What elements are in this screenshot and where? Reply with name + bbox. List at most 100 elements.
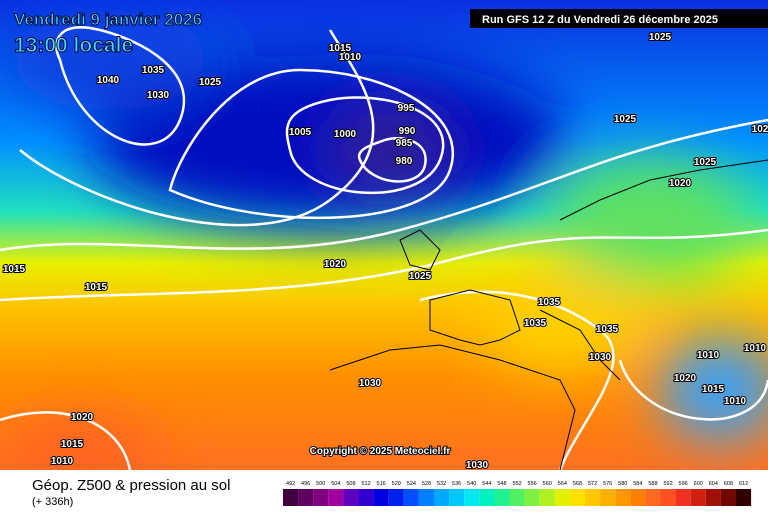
legend-swatch — [358, 489, 374, 506]
isobar-label: 1000 — [334, 129, 357, 140]
legend-label: 508 — [346, 481, 355, 487]
background — [0, 0, 768, 480]
isobar-label: 1025 — [409, 271, 432, 282]
isobar-label: 1010 — [51, 456, 74, 467]
legend-swatch — [434, 489, 450, 506]
isobar-label: 1025 — [199, 77, 222, 88]
legend-swatch — [736, 489, 752, 506]
legend-label: 580 — [618, 481, 627, 487]
legend-swatch — [705, 489, 721, 506]
legend-label: 588 — [648, 481, 657, 487]
legend-swatch — [373, 489, 389, 506]
legend-label: 556 — [528, 481, 537, 487]
isobar-label: 1020 — [669, 178, 692, 189]
isobar-label: 1035 — [524, 318, 547, 329]
legend-swatch — [720, 489, 736, 506]
legend-label: 492 — [286, 481, 295, 487]
isobar-label: 1035 — [596, 324, 619, 335]
legend-swatch — [675, 489, 691, 506]
legend-label: 540 — [467, 481, 476, 487]
isobar-label: 1020 — [324, 259, 347, 270]
isobar-label: 1010 — [744, 343, 767, 354]
run-box — [470, 9, 768, 28]
legend-label: 584 — [633, 481, 642, 487]
legend-label: 608 — [724, 481, 733, 487]
isobar-label: 990 — [399, 126, 416, 137]
isobar-label: 1015 — [3, 264, 26, 275]
legend-label: 592 — [663, 481, 672, 487]
legend-swatch — [615, 489, 631, 506]
isobar-label: 102 — [752, 124, 768, 135]
isobar-label: 980 — [396, 156, 413, 167]
legend-swatch — [509, 489, 525, 506]
legend-swatch — [630, 489, 646, 506]
forecast-date: Vendredi 9 janvier 2026 — [14, 10, 202, 29]
legend-swatch — [600, 489, 616, 506]
legend-label: 552 — [512, 481, 521, 487]
legend-label: 532 — [437, 481, 446, 487]
legend-swatch — [569, 489, 585, 506]
isobar-label: 1030 — [589, 352, 612, 363]
caption-title: Géop. Z500 & pression au sol — [32, 477, 230, 494]
legend-swatch — [554, 489, 570, 506]
legend-swatch — [690, 489, 706, 506]
legend-swatch — [388, 489, 404, 506]
isobar-label: 1010 — [724, 396, 747, 407]
isobar-label: 1015 — [61, 439, 84, 450]
isobar-label: 1030 — [147, 90, 170, 101]
isobar-label: 1020 — [71, 412, 94, 423]
legend-swatch — [539, 489, 555, 506]
isobar-label: 1025 — [614, 114, 637, 125]
legend-swatch — [464, 489, 480, 506]
legend-label: 516 — [377, 481, 386, 487]
legend-swatch — [494, 489, 510, 506]
isobar-label: 1015 — [329, 43, 352, 54]
run-info: Run GFS 12 Z du Vendredi 26 décembre 202… — [482, 14, 718, 26]
legend-swatch — [283, 489, 299, 506]
legend-swatch — [524, 489, 540, 506]
isobar-label: 1005 — [289, 127, 312, 138]
isobar-labels: 1025 1040 1035 1030 1025 1015 1010 995 9… — [2, 31, 768, 472]
legend-label: 536 — [452, 481, 461, 487]
coastlines — [329, 159, 768, 471]
legend-label: 544 — [482, 481, 491, 487]
legend-swatch — [313, 489, 329, 506]
isobar-label: 1040 — [97, 75, 120, 86]
legend-label: 612 — [739, 481, 748, 487]
legend-swatch — [403, 489, 419, 506]
legend-label: 596 — [679, 481, 688, 487]
copyright: Copyright © 2025 Meteociel.fr — [310, 446, 451, 457]
caption-lead: (+ 336h) — [32, 496, 73, 508]
legend-swatch — [298, 489, 314, 506]
isobar-label: 1035 — [142, 65, 165, 76]
isobar-label: 995 — [398, 103, 415, 114]
legend-label: 568 — [573, 481, 582, 487]
isobar-label: 1010 — [697, 350, 720, 361]
isobar-label: 1015 — [85, 282, 108, 293]
forecast-time: 13:00 locale — [14, 34, 133, 57]
isobars — [0, 26, 768, 471]
legend-label: 512 — [361, 481, 370, 487]
legend: 492 496 500 504 508 512 516 520 524 528 532 536 540 5… — [283, 481, 752, 506]
legend-label: 548 — [497, 481, 506, 487]
legend-swatch — [328, 489, 344, 506]
legend-swatch — [343, 489, 359, 506]
isobar-label: 1035 — [538, 297, 561, 308]
legend-label: 520 — [392, 481, 401, 487]
isobar-label: 1015 — [702, 384, 725, 395]
legend-label: 504 — [331, 481, 340, 487]
isobar-label: 1025 — [649, 32, 672, 43]
isobar-label: 985 — [396, 138, 413, 149]
legend-label: 560 — [543, 481, 552, 487]
legend-label: 496 — [301, 481, 310, 487]
legend-swatch — [660, 489, 676, 506]
isobar-label: 1030 — [359, 378, 382, 389]
legend-swatch — [645, 489, 661, 506]
legend-swatch — [585, 489, 601, 506]
isobar-label: 1020 — [674, 373, 697, 384]
legend-swatch — [418, 489, 434, 506]
isobar-label: 1025 — [694, 157, 717, 168]
legend-label: 500 — [316, 481, 325, 487]
legend-swatch — [479, 489, 495, 506]
